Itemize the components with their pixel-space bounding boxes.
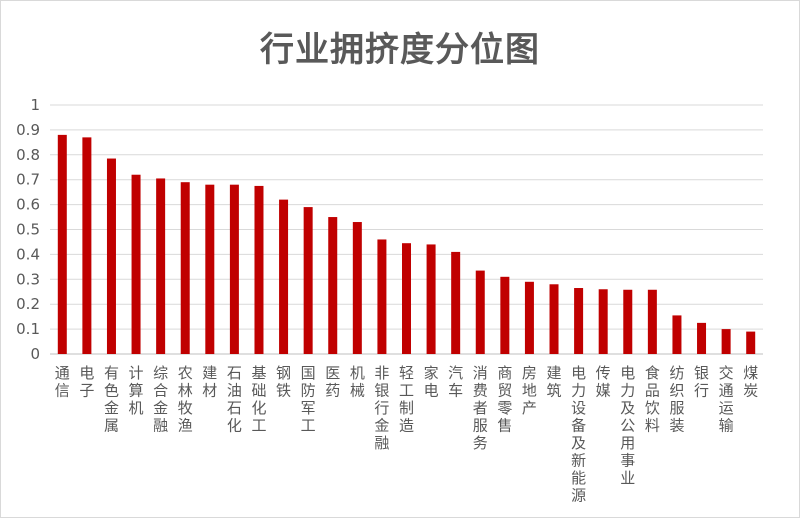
bar bbox=[106, 158, 116, 354]
bar bbox=[402, 243, 411, 354]
x-tick-label: 食品饮料 bbox=[645, 364, 660, 435]
bar bbox=[131, 174, 141, 354]
bar bbox=[352, 222, 362, 354]
bar bbox=[180, 182, 190, 354]
x-tick-label: 机械 bbox=[350, 364, 365, 400]
y-tick-label: 0 bbox=[30, 345, 40, 363]
x-tick-label: 轻工制造 bbox=[399, 364, 414, 435]
bar bbox=[647, 289, 657, 354]
bar bbox=[672, 315, 682, 354]
bar bbox=[500, 276, 510, 354]
bar bbox=[697, 322, 707, 354]
x-tick-label: 建材 bbox=[202, 364, 217, 400]
x-tick-label: 通信 bbox=[55, 364, 70, 400]
x-tick-label: 消费者服务 bbox=[473, 364, 488, 452]
y-tick-label: 0.7 bbox=[16, 171, 40, 189]
x-tick-label: 汽车 bbox=[448, 364, 463, 400]
x-tick-label: 综合金融 bbox=[153, 364, 168, 435]
y-tick-label: 0.3 bbox=[16, 270, 40, 288]
bar bbox=[229, 184, 239, 354]
bar bbox=[746, 331, 756, 354]
bar bbox=[721, 329, 731, 354]
bar bbox=[524, 281, 534, 354]
x-tick-label: 国防军工 bbox=[301, 364, 316, 435]
y-tick-label: 0.5 bbox=[16, 221, 40, 239]
x-tick-label: 医药 bbox=[325, 364, 340, 400]
bar bbox=[156, 178, 166, 354]
x-tick-label: 电力设备及新能源 bbox=[571, 364, 586, 505]
y-tick-label: 0.4 bbox=[16, 245, 40, 263]
x-tick-label: 石油石化 bbox=[227, 364, 242, 435]
y-tick-label: 0.9 bbox=[16, 121, 40, 139]
x-tick-label: 钢铁 bbox=[276, 364, 291, 400]
x-tick-label: 银行 bbox=[694, 364, 709, 400]
x-tick-label: 房地产 bbox=[522, 364, 537, 417]
y-tick-label: 1 bbox=[30, 96, 40, 114]
bar bbox=[598, 289, 608, 354]
x-tick-label: 计算机 bbox=[129, 364, 144, 417]
x-tick-label: 家电 bbox=[424, 364, 439, 400]
bar bbox=[451, 251, 461, 354]
bar bbox=[377, 239, 387, 354]
bar bbox=[279, 199, 289, 354]
x-tick-label: 煤炭 bbox=[743, 364, 758, 400]
x-tick-label: 交通运输 bbox=[719, 364, 734, 435]
bar bbox=[82, 137, 92, 354]
bar bbox=[303, 207, 313, 354]
x-tick-label: 农林牧渔 bbox=[178, 364, 193, 435]
y-tick-label: 0.2 bbox=[16, 295, 40, 313]
bar bbox=[475, 270, 485, 354]
x-tick-label: 有色金属 bbox=[104, 364, 119, 435]
y-tick-label: 0.6 bbox=[16, 196, 40, 214]
x-tick-label: 非银行金融 bbox=[374, 364, 389, 452]
bar bbox=[426, 244, 436, 354]
bar bbox=[57, 134, 67, 354]
x-tick-label: 电子 bbox=[79, 364, 94, 400]
bar bbox=[205, 184, 215, 354]
bar bbox=[623, 289, 633, 354]
x-tick-label: 传媒 bbox=[596, 364, 611, 400]
x-tick-label: 商贸零售 bbox=[497, 364, 512, 435]
x-tick-label: 基础化工 bbox=[251, 364, 266, 435]
bar bbox=[574, 288, 584, 354]
y-tick-label: 0.1 bbox=[16, 320, 40, 338]
bar bbox=[254, 185, 264, 354]
y-tick-label: 0.8 bbox=[16, 146, 40, 164]
x-tick-label: 纺织服装 bbox=[669, 364, 684, 435]
x-tick-label: 建筑 bbox=[547, 364, 562, 400]
bar bbox=[328, 217, 338, 354]
chart-title: 行业拥挤度分位图 bbox=[260, 30, 540, 70]
x-tick-label: 电力及公用事业 bbox=[620, 364, 635, 487]
bar bbox=[549, 284, 559, 354]
